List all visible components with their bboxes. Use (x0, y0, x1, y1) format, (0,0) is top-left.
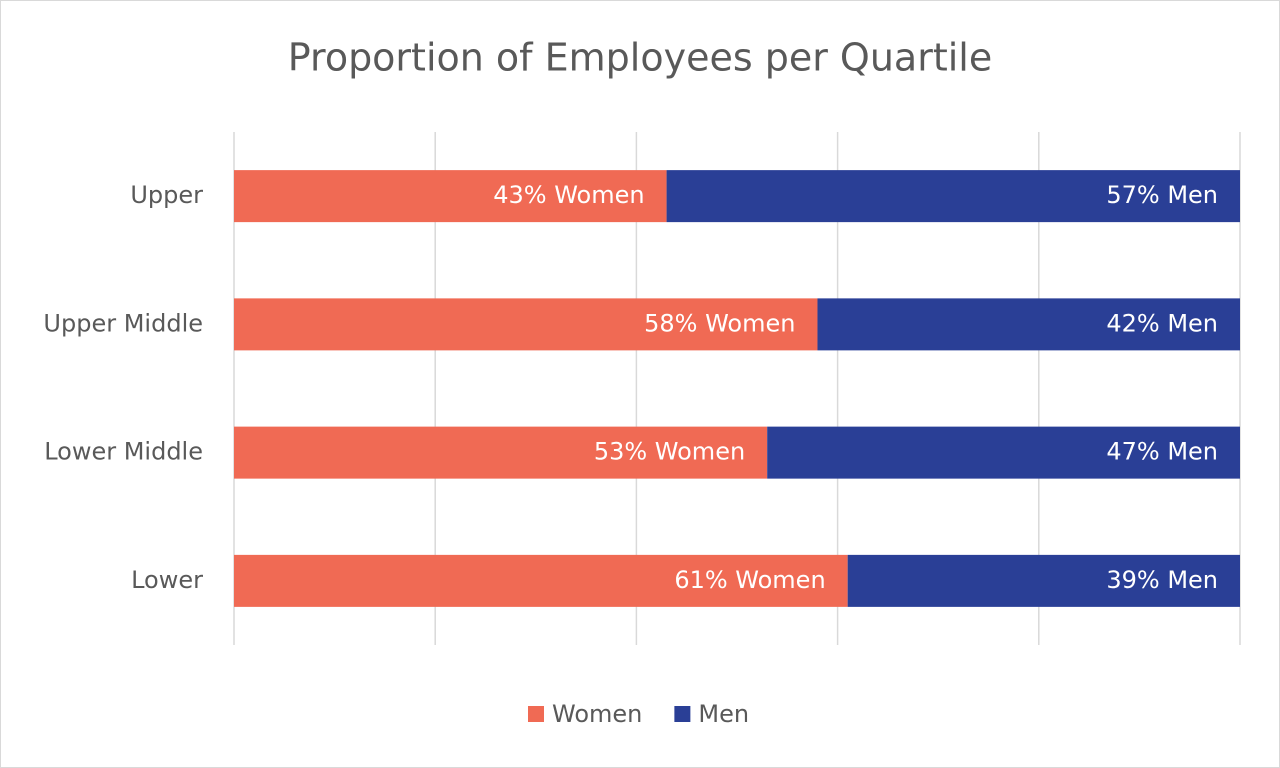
y-tick-label: Lower (131, 566, 203, 594)
bar-segment (817, 298, 1240, 351)
legend-swatch (674, 706, 691, 722)
bar-segment (666, 170, 1240, 223)
data-label: 42% Men (1106, 309, 1218, 337)
y-tick-label: Upper (130, 181, 203, 209)
data-label: 47% Men (1106, 438, 1218, 466)
y-tick-label: Lower Middle (44, 438, 203, 466)
data-label: 57% Men (1106, 181, 1218, 209)
bar-segment (234, 554, 848, 607)
y-tick-label: Upper Middle (43, 309, 203, 337)
bar-segment (234, 170, 667, 223)
data-label: 61% Women (674, 566, 825, 594)
bar-segment (767, 426, 1240, 479)
data-label: 58% Women (644, 309, 795, 337)
data-label: 39% Men (1106, 566, 1218, 594)
legend-label: Women (552, 700, 642, 728)
bar-segment (847, 554, 1240, 607)
legend-label: Men (698, 700, 749, 728)
bar-segment (234, 298, 818, 351)
data-label: 43% Women (493, 181, 644, 209)
bar-segment (234, 426, 768, 479)
chart-title: Proportion of Employees per Quartile (288, 36, 992, 80)
legend-swatch (528, 706, 544, 722)
data-label: 53% Women (594, 438, 745, 466)
